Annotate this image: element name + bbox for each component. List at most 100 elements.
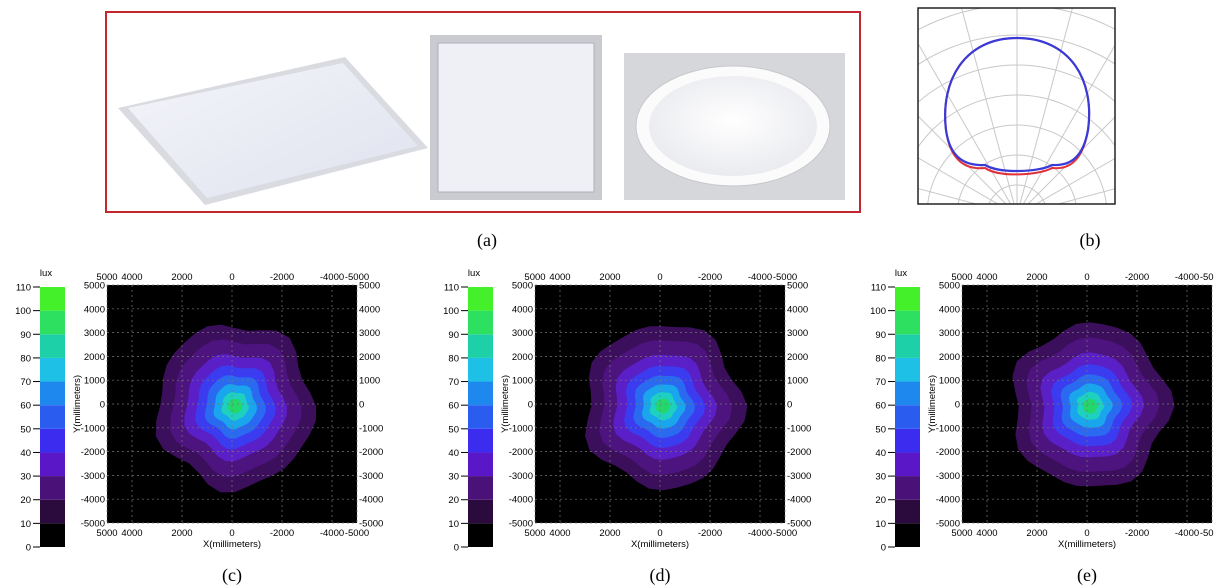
colorbar-tick-label: 40: [448, 448, 459, 459]
x-tick-label: 4000: [121, 272, 142, 283]
colorbar-segment: [40, 523, 65, 547]
y-tick-label: -2000: [936, 447, 960, 458]
y-tick-label: -4000: [359, 495, 383, 506]
colorbar-tick-label: 10: [875, 519, 886, 530]
colorbar-segment: [40, 311, 65, 335]
colorbar-segment: [40, 500, 65, 524]
x-tick-label: -4000: [748, 528, 772, 539]
y-tick-label: 0: [955, 400, 960, 411]
colorbar-tick-label: 10: [448, 519, 459, 530]
y-tick-label: -4000: [787, 495, 811, 506]
colorbar-tick-label: 60: [875, 401, 886, 412]
x-tick-label: 4000: [976, 528, 997, 539]
caption: (c): [222, 565, 242, 585]
x-tick-label: -5000: [773, 528, 797, 539]
colorbar-tick-label: 60: [448, 401, 459, 412]
x-tick-label: 0: [657, 528, 662, 539]
y-tick-label: 4000: [939, 304, 960, 315]
y-tick-label: -1000: [936, 423, 960, 434]
y-tick-label: 2000: [512, 352, 533, 363]
colorbar-segment: [468, 334, 493, 358]
x-tick-label: 0: [1084, 528, 1089, 539]
y-tick-label: -5000: [359, 519, 383, 530]
colorbar-tick-label: 80: [448, 353, 459, 364]
y-tick-label: 0: [528, 400, 533, 411]
rect-lamp: [118, 57, 428, 205]
y-tick-label: 4000: [787, 304, 808, 315]
y-tick-label: -3000: [359, 471, 383, 482]
y-tick-label: 0: [100, 400, 105, 411]
caption: (e): [1077, 565, 1097, 585]
colorbar-segment: [895, 523, 920, 547]
x-tick-label: -2000: [270, 272, 294, 283]
colorbar-tick-label: 70: [448, 377, 459, 388]
x-axis-label: X(millimeters): [631, 539, 689, 550]
y-tick-label: 5000: [512, 281, 533, 292]
colorbar-segment: [468, 358, 493, 382]
y-tick-label: 5000: [939, 281, 960, 292]
colorbar-segment: [40, 476, 65, 500]
y-tick-label: 3000: [787, 328, 808, 339]
y-tick-label: -4000: [936, 495, 960, 506]
colorbar-tick-label: 100: [443, 306, 459, 317]
y-tick-label: -3000: [81, 471, 105, 482]
y-tick-label: -5000: [509, 519, 533, 530]
colorbar-tick-label: 90: [875, 330, 886, 341]
x-tick-label: -2000: [1125, 528, 1149, 539]
x-axis-label: X(millimeters): [203, 539, 261, 550]
y-tick-label: -5000: [81, 519, 105, 530]
colorbar-tick-label: 30: [448, 472, 459, 483]
colorbar-tick-label: 50: [875, 424, 886, 435]
colorbar-segment: [895, 452, 920, 476]
colorbar-segment: [40, 287, 65, 311]
y-tick-label: -1000: [787, 423, 811, 434]
x-tick-label: -4000: [1175, 528, 1199, 539]
x-tick-label: -2000: [698, 528, 722, 539]
x-tick-label: -4000: [748, 272, 772, 283]
colorbar-segment: [468, 405, 493, 429]
x-tick-label: 2000: [599, 272, 620, 283]
x-tick-label: 4000: [549, 272, 570, 283]
colorbar-tick-label: 0: [881, 543, 886, 554]
colorbar-tick-label: 30: [875, 472, 886, 483]
colorbar-tick-label: 30: [20, 472, 31, 483]
x-tick-label: 5000: [96, 528, 117, 539]
y-tick-label: 4000: [84, 304, 105, 315]
x-axis-label: X(millimeters): [1058, 539, 1116, 550]
y-tick-label: 4000: [359, 304, 380, 315]
x-tick-label: -5000: [1200, 272, 1214, 283]
colorbar-tick-label: 20: [20, 495, 31, 506]
colorbar-tick-label: 0: [26, 543, 31, 554]
caption: (d): [650, 565, 671, 585]
round-lamp: [624, 53, 845, 200]
colorbar-segment: [895, 382, 920, 406]
x-tick-label: 2000: [599, 528, 620, 539]
colorbar-tick-label: 50: [448, 424, 459, 435]
y-tick-label: -2000: [787, 447, 811, 458]
y-tick-label: -1000: [359, 423, 383, 434]
x-tick-label: 0: [1084, 272, 1089, 283]
y-tick-label: 2000: [787, 352, 808, 363]
figure: (a) (b) lux11010090807060504030201005000…: [0, 0, 1214, 585]
y-tick-label: -4000: [509, 495, 533, 506]
y-axis-label: Y(millimeters): [927, 375, 938, 433]
colorbar-unit: lux: [40, 268, 52, 279]
y-tick-label: -5000: [936, 519, 960, 530]
colorbar-segment: [895, 334, 920, 358]
colorbar-segment: [468, 500, 493, 524]
y-tick-label: 2000: [939, 352, 960, 363]
colorbar-segment: [40, 382, 65, 406]
y-tick-label: -5000: [787, 519, 811, 530]
colorbar-unit: lux: [468, 268, 480, 279]
colorbar-segment: [40, 452, 65, 476]
colorbar-tick-label: 0: [454, 543, 459, 554]
x-tick-label: 0: [229, 528, 234, 539]
colorbar-tick-label: 100: [870, 306, 886, 317]
caption: (a): [477, 230, 497, 251]
x-tick-label: 2000: [171, 528, 192, 539]
y-tick-label: 2000: [84, 352, 105, 363]
colorbar-segment: [468, 429, 493, 453]
colorbar-tick-label: 40: [875, 448, 886, 459]
colorbar-tick-label: 110: [444, 283, 459, 294]
y-tick-label: 1000: [359, 376, 380, 387]
